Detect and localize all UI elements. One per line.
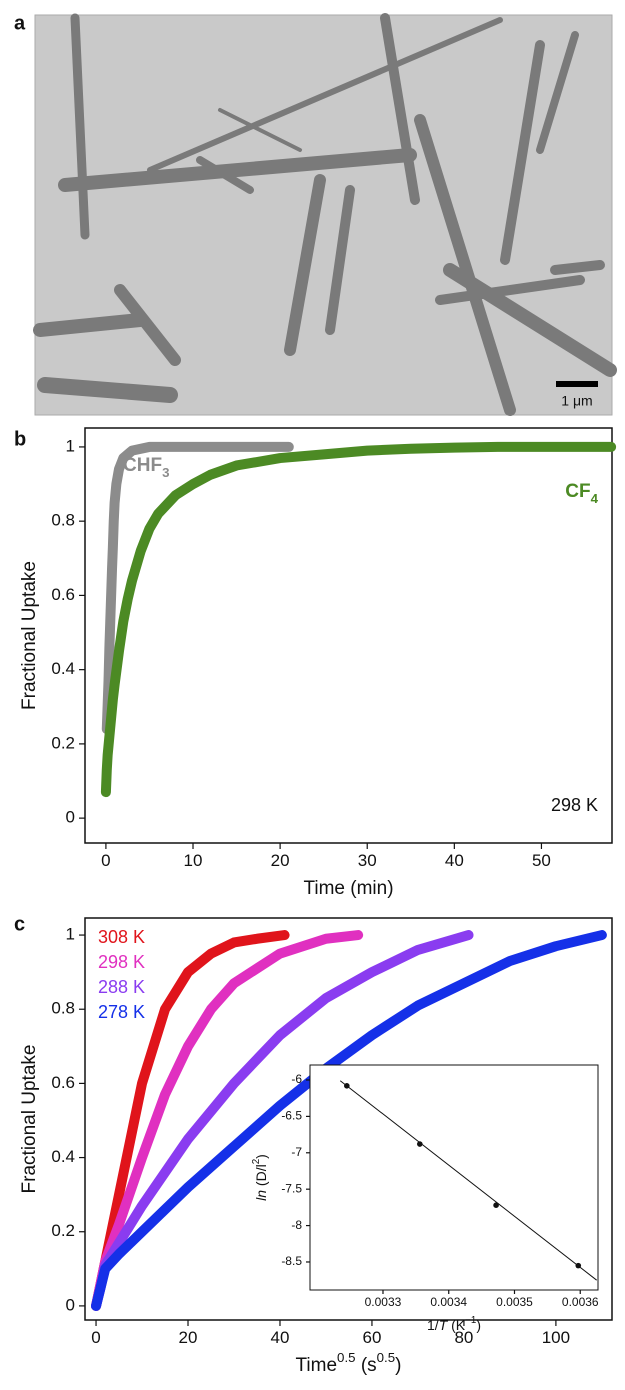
image-background [35, 15, 612, 415]
panel-label: c [14, 913, 25, 935]
x-axis-label: Time (min) [303, 878, 393, 899]
x-tick-label: 100 [542, 1328, 570, 1347]
x-tick-label: 20 [179, 1328, 198, 1347]
legend-label-part: 4 [591, 491, 599, 506]
y-tick-label: 0.4 [51, 1147, 75, 1166]
x-tick-label: 20 [271, 851, 290, 870]
legend-label-part: CHF [123, 455, 162, 476]
x-tick-label: 0.0036 [562, 1295, 599, 1309]
legend-label: 288 K [98, 977, 145, 997]
x-axis-label-part: ) [395, 1355, 401, 1376]
scale-bar [556, 381, 598, 387]
panel-label: b [14, 428, 26, 450]
data-point [493, 1202, 499, 1208]
legend-label: 278 K [98, 1002, 145, 1022]
y-tick-label: -7.5 [281, 1181, 302, 1195]
y-tick-label: -8 [291, 1218, 302, 1232]
y-axis-label: Fractional Uptake [19, 1045, 40, 1194]
x-tick-label: 80 [454, 1328, 473, 1347]
series-line [91, 930, 607, 1311]
x-tick-label: 40 [271, 1328, 290, 1347]
x-axis-label-part: 0.5 [337, 1350, 356, 1365]
y-tick-label: 1 [66, 925, 75, 944]
x-tick-label: 0 [101, 851, 110, 870]
x-tick-label: 40 [445, 851, 464, 870]
y-tick-label: -7 [291, 1145, 302, 1159]
y-tick-label: 0.2 [51, 733, 75, 752]
x-tick-label: 0.0035 [496, 1295, 533, 1309]
legend-label: 298 K [98, 952, 145, 972]
x-axis-label-part: Time [296, 1355, 338, 1376]
y-axis-label-part: ln [253, 1190, 269, 1201]
y-axis-label: Fractional Uptake [19, 561, 40, 710]
y-tick-label: 0 [66, 1295, 75, 1314]
x-tick-label: 50 [532, 851, 551, 870]
y-axis-label-part: (D/l [253, 1164, 269, 1190]
y-tick-label: 0.2 [51, 1221, 75, 1240]
series-line [101, 441, 294, 735]
x-axis-label: 1/T (K−1) [427, 1315, 481, 1333]
x-axis-label-part: ) [476, 1317, 481, 1333]
data-point [344, 1083, 350, 1089]
image-frame [34, 14, 613, 416]
data-point [417, 1141, 423, 1147]
sem-image: 1 μm [33, 13, 617, 416]
x-axis-label-part: T [439, 1317, 449, 1333]
x-axis-label-part: (s [356, 1355, 377, 1376]
y-axis-label: ln (D/l2) [251, 1154, 269, 1201]
annotation: 298 K [551, 795, 598, 815]
y-tick-label: -8.5 [281, 1254, 302, 1268]
legend-label: CHF3 [123, 455, 169, 480]
y-tick-label: 0 [66, 808, 75, 827]
legend-label: CF4 [565, 481, 598, 506]
plot-frame [309, 1064, 599, 1291]
y-tick-label: 0.6 [51, 1073, 75, 1092]
y-tick-label: 0.4 [51, 659, 75, 678]
plot-frame [84, 427, 613, 844]
y-tick-label: 0.6 [51, 585, 75, 604]
y-tick-label: 0.8 [51, 999, 75, 1018]
x-axis-label-part: −1 [465, 1315, 476, 1326]
legend-label-part: CF [565, 481, 590, 502]
y-tick-label: 1 [66, 436, 75, 455]
x-tick-label: 0.0034 [430, 1295, 467, 1309]
x-axis-label-part: (K [447, 1317, 466, 1333]
x-tick-label: 0 [91, 1328, 100, 1347]
y-tick-label: -6.5 [281, 1109, 302, 1123]
x-tick-label: 60 [362, 1328, 381, 1347]
x-axis-label-part: 1/ [427, 1317, 439, 1333]
data-point [575, 1262, 582, 1269]
y-axis-label-part: 2 [251, 1159, 262, 1164]
legend-label-part: 3 [162, 465, 169, 480]
panel-label: a [14, 12, 26, 34]
x-axis-label-part: 0.5 [377, 1350, 396, 1365]
y-tick-label: -6 [291, 1072, 302, 1086]
plot-frame [84, 917, 613, 1321]
x-axis-label: Time0.5 (s0.5) [296, 1350, 402, 1376]
y-axis-label-part: ) [253, 1154, 269, 1159]
scale-bar-label: 1 μm [561, 393, 592, 409]
series-line [100, 441, 617, 798]
legend-label: 308 K [98, 927, 145, 947]
x-tick-label: 30 [358, 851, 377, 870]
x-tick-label: 10 [184, 851, 203, 870]
y-tick-label: 0.8 [51, 511, 75, 530]
fit-line [339, 1080, 597, 1281]
x-tick-label: 0.0033 [365, 1295, 402, 1309]
rods [33, 13, 617, 416]
